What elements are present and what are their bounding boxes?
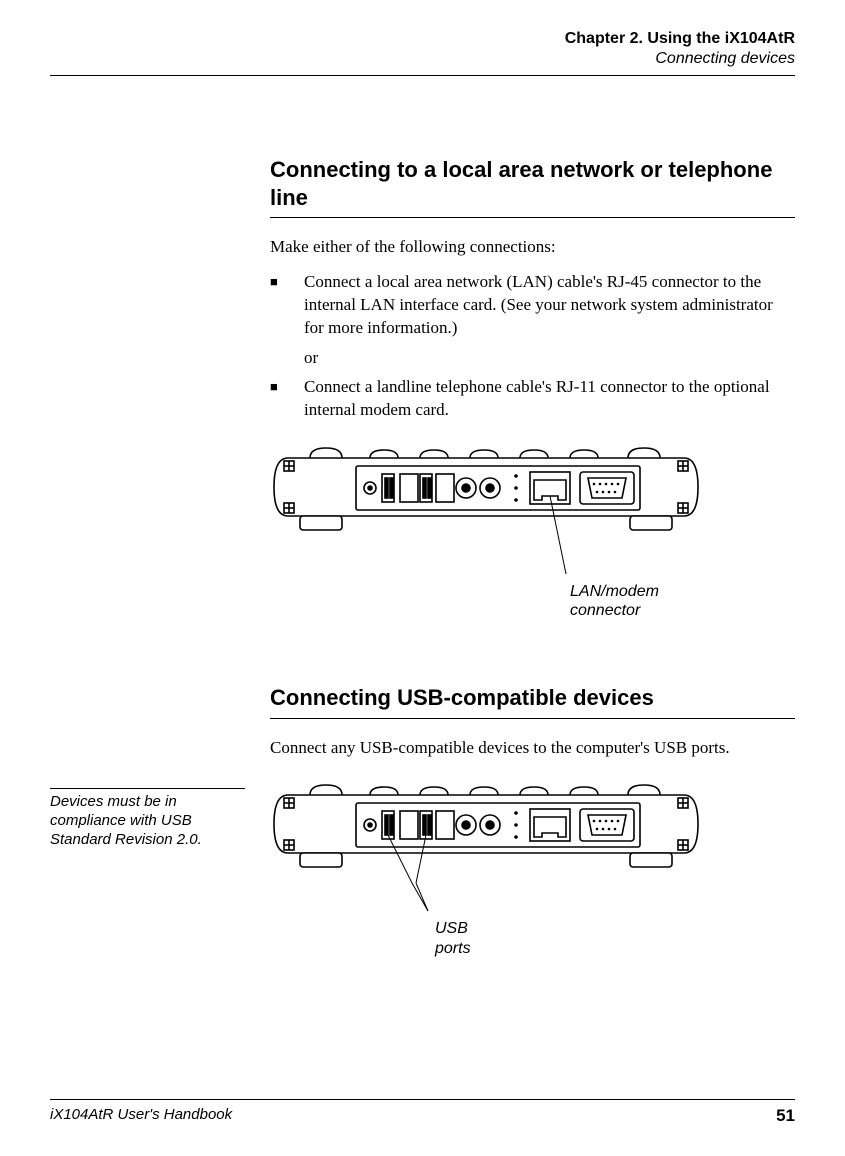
heading-usb: Connecting USB-compatible devices <box>270 684 795 712</box>
bullet-square-icon: ■ <box>270 271 304 293</box>
bullet-or: or <box>304 348 795 368</box>
callout-usb-label-1: USB <box>435 919 795 938</box>
figure-lan: LAN/modem connector <box>270 436 795 620</box>
device-diagram-usb <box>270 773 702 915</box>
heading-rule-2 <box>270 718 795 719</box>
callout-usb-label-2: ports <box>435 939 795 958</box>
sidebar-rule <box>50 788 245 789</box>
main-column: Connecting to a local area network or te… <box>270 76 795 958</box>
bullet-item-2: ■ Connect a landline telephone cable's R… <box>270 376 795 422</box>
footer-page-number: 51 <box>776 1106 795 1126</box>
page-header: Chapter 2. Using the iX104AtR Connecting… <box>50 30 795 76</box>
bullet-text-1: Connect a local area network (LAN) cable… <box>304 271 795 340</box>
callout-lan-label-1: LAN/modem <box>570 582 795 601</box>
heading-lan: Connecting to a local area network or te… <box>270 156 795 211</box>
intro-text: Make either of the following connections… <box>270 236 795 259</box>
callout-lan-label-2: connector <box>570 601 795 620</box>
callout-lan: LAN/modem connector <box>570 582 795 620</box>
section-title: Connecting devices <box>50 50 795 68</box>
bullet-square-icon: ■ <box>270 376 304 398</box>
sidebar-note: Devices must be in compliance with USB S… <box>50 788 250 849</box>
usb-body: Connect any USB-compatible devices to th… <box>270 737 795 760</box>
footer-rule <box>50 1099 795 1100</box>
page: Chapter 2. Using the iX104AtR Connecting… <box>0 0 845 1156</box>
bullet-item-1: ■ Connect a local area network (LAN) cab… <box>270 271 795 340</box>
footer-book-title: iX104AtR User's Handbook <box>50 1106 232 1126</box>
callout-usb: USB ports <box>435 919 795 957</box>
device-diagram-lan <box>270 436 702 578</box>
bullet-text-2: Connect a landline telephone cable's RJ-… <box>304 376 795 422</box>
chapter-title: Chapter 2. Using the iX104AtR <box>50 30 795 48</box>
page-footer: iX104AtR User's Handbook 51 <box>50 1099 795 1126</box>
heading-rule-1 <box>270 217 795 218</box>
sidebar-note-text: Devices must be in compliance with USB S… <box>50 793 250 849</box>
figure-usb: USB ports <box>270 773 795 957</box>
